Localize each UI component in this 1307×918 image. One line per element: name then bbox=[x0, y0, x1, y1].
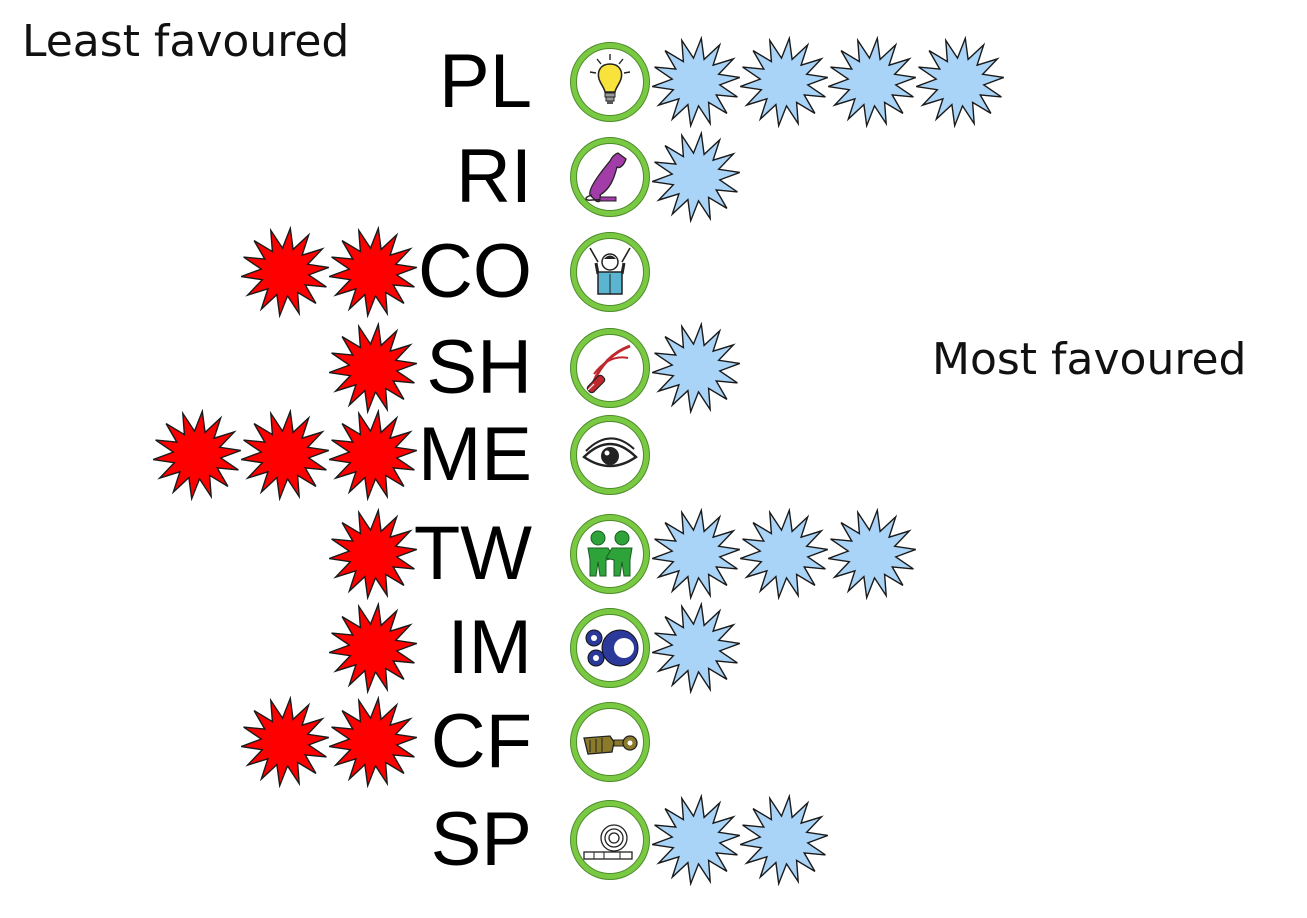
blue-star-icon bbox=[740, 508, 828, 600]
conductor-icon bbox=[570, 232, 650, 312]
most-favoured-label: Most favoured bbox=[932, 334, 1247, 385]
least-favoured-stars bbox=[329, 602, 417, 694]
role-code: IM bbox=[447, 605, 532, 690]
role-row-sh: SH bbox=[0, 320, 1307, 416]
blue-star-icon bbox=[828, 508, 916, 600]
hand-key-icon bbox=[570, 702, 650, 782]
blue-star-icon bbox=[740, 794, 828, 886]
whip-icon bbox=[570, 328, 650, 408]
least-favoured-stars bbox=[241, 696, 417, 788]
two-people-icon bbox=[570, 514, 650, 594]
gears-icon bbox=[570, 608, 650, 688]
red-star-icon bbox=[241, 409, 329, 501]
role-code: SH bbox=[426, 325, 532, 410]
red-star-icon bbox=[329, 226, 417, 318]
blue-star-icon bbox=[652, 508, 740, 600]
most-favoured-stars bbox=[652, 131, 740, 223]
red-star-icon bbox=[153, 409, 241, 501]
role-row-im: IM bbox=[0, 600, 1307, 696]
role-row-pl: PL bbox=[0, 34, 1307, 130]
least-favoured-stars bbox=[153, 409, 417, 501]
most-favoured-stars bbox=[652, 36, 1004, 128]
red-star-icon bbox=[329, 696, 417, 788]
blue-star-icon bbox=[740, 36, 828, 128]
blue-star-icon bbox=[652, 36, 740, 128]
most-favoured-stars bbox=[652, 602, 740, 694]
least-favoured-stars bbox=[329, 508, 417, 600]
telephone-icon bbox=[570, 137, 650, 217]
most-favoured-stars bbox=[652, 508, 916, 600]
most-favoured-stars bbox=[652, 322, 740, 414]
role-code: PL bbox=[439, 39, 532, 124]
role-code: SP bbox=[430, 797, 532, 882]
role-code: RI bbox=[456, 134, 532, 219]
role-row-me: ME bbox=[0, 407, 1307, 503]
role-code: ME bbox=[418, 412, 532, 497]
least-favoured-stars bbox=[241, 226, 417, 318]
red-star-icon bbox=[241, 696, 329, 788]
red-star-icon bbox=[241, 226, 329, 318]
role-row-sp: SP bbox=[0, 792, 1307, 888]
role-row-co: CO bbox=[0, 224, 1307, 320]
role-code: TW bbox=[413, 511, 532, 596]
least-favoured-stars bbox=[329, 322, 417, 414]
red-star-icon bbox=[329, 322, 417, 414]
blue-star-icon bbox=[652, 602, 740, 694]
red-star-icon bbox=[329, 508, 417, 600]
blue-star-icon bbox=[828, 36, 916, 128]
least-favoured-label: Least favoured bbox=[22, 16, 350, 67]
blue-star-icon bbox=[652, 794, 740, 886]
role-code: CO bbox=[418, 229, 532, 314]
spring-icon bbox=[570, 800, 650, 880]
blue-star-icon bbox=[916, 36, 1004, 128]
blue-star-icon bbox=[652, 131, 740, 223]
lightbulb-icon bbox=[570, 42, 650, 122]
red-star-icon bbox=[329, 409, 417, 501]
red-star-icon bbox=[329, 602, 417, 694]
blue-star-icon bbox=[652, 322, 740, 414]
role-code: CF bbox=[430, 699, 532, 784]
role-row-ri: RI bbox=[0, 129, 1307, 225]
role-row-cf: CF bbox=[0, 694, 1307, 790]
role-row-tw: TW bbox=[0, 506, 1307, 602]
most-favoured-stars bbox=[652, 794, 828, 886]
eye-icon bbox=[570, 415, 650, 495]
